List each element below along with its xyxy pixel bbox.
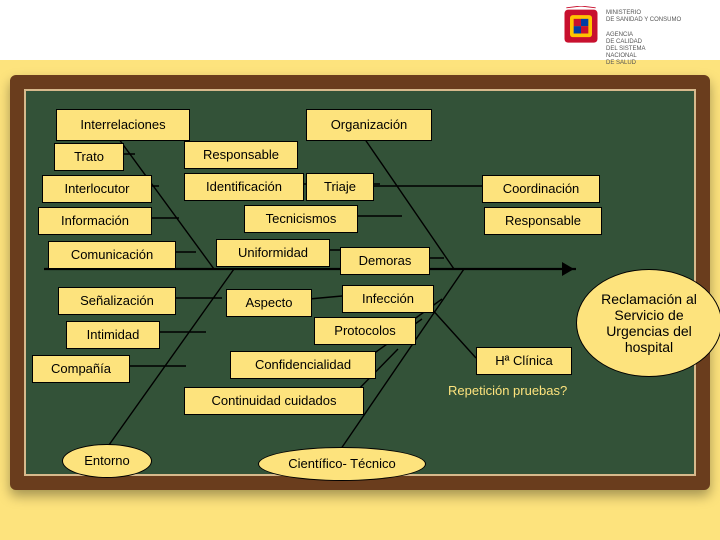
cause-box: Comunicación [48, 241, 176, 269]
slide: MINISTERIO DE SANIDAD Y CONSUMO AGENCIA … [0, 0, 720, 540]
header: MINISTERIO DE SANIDAD Y CONSUMO AGENCIA … [0, 0, 720, 60]
cause-box: Responsable [484, 207, 602, 235]
cause-box: Coordinación [482, 175, 600, 203]
cause-box: Demoras [340, 247, 430, 275]
cause-box: Intimidad [66, 321, 160, 349]
cause-box: Compañía [32, 355, 130, 383]
cause-box: Aspecto [226, 289, 312, 317]
spain-crest-icon [562, 6, 600, 50]
fishbone-lines [24, 89, 696, 476]
cause-box: Triaje [306, 173, 374, 201]
cause-box: Organización [306, 109, 432, 141]
cause-box: Interrelaciones [56, 109, 190, 141]
cause-box: Continuidad cuidados [184, 387, 364, 415]
cause-box: Protocolos [314, 317, 416, 345]
cause-box: Identificación [184, 173, 304, 201]
effect-ellipse: Reclamación al Servicio de Urgencias del… [576, 269, 720, 377]
category-ellipse: Científico- Técnico [258, 447, 426, 481]
plain-label: Repetición pruebas? [448, 383, 567, 398]
cause-box: Uniformidad [216, 239, 330, 267]
cause-box: Tecnicismos [244, 205, 358, 233]
chalkboard: Reclamación al Servicio de Urgencias del… [10, 75, 710, 490]
cause-box: Responsable [184, 141, 298, 169]
cause-box: Infección [342, 285, 434, 313]
cause-box: Hª Clínica [476, 347, 572, 375]
category-ellipse: Entorno [62, 444, 152, 478]
cause-box: Confidencialidad [230, 351, 376, 379]
cause-box: Señalización [58, 287, 176, 315]
cause-box: Información [38, 207, 152, 235]
cause-box: Interlocutor [42, 175, 152, 203]
cause-box: Trato [54, 143, 124, 171]
ministry-text: MINISTERIO DE SANIDAD Y CONSUMO AGENCIA … [606, 10, 706, 68]
